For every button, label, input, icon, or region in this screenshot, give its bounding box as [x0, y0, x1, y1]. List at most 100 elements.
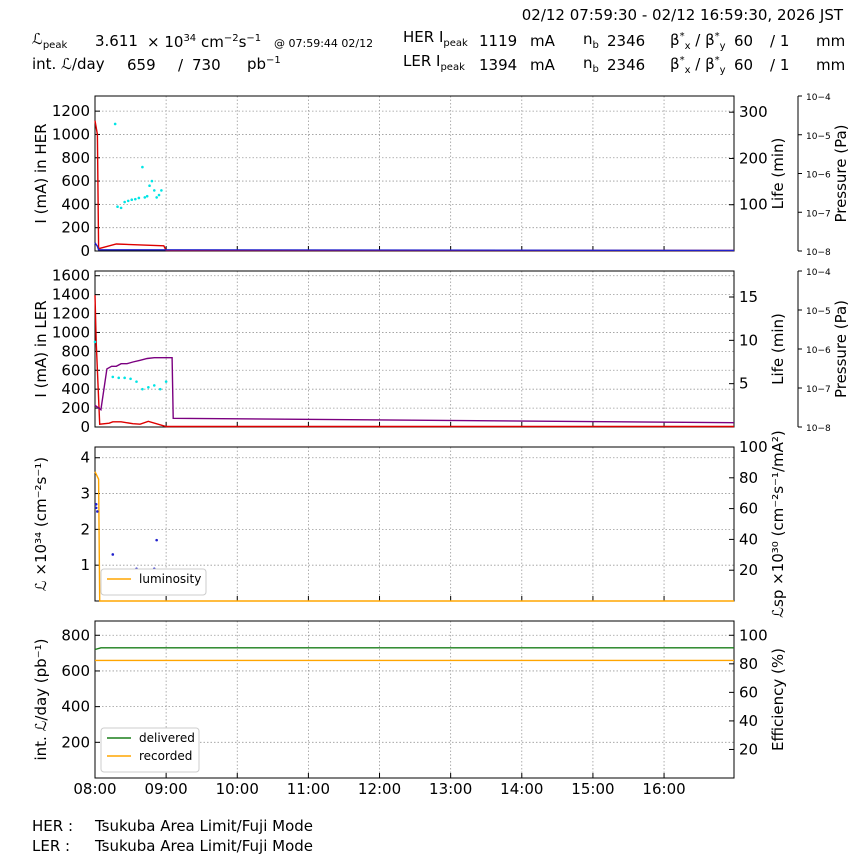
integrated-legend-label-delivered: delivered: [139, 731, 195, 745]
ler-ytick-label-600: 600: [61, 361, 90, 379]
integrated-y2tick-label-40: 40: [739, 712, 758, 730]
intl-value: 659: [127, 56, 156, 74]
her-lifetime-point-13: [152, 189, 156, 192]
ler-lifetime-dots-point-10: [164, 380, 168, 383]
ler-ipeak-label: LER Ipeak: [403, 52, 465, 73]
x-tick-label-1500: 15:00: [571, 780, 614, 798]
her-lifetime-point-6: [134, 197, 137, 201]
x-tick-label-1100: 11:00: [287, 780, 330, 798]
luminosity-ytick-label-4: 4: [80, 449, 90, 467]
luminosity-legend-box: [100, 568, 207, 596]
ler-nb-label: nb: [583, 54, 599, 75]
luminosity-y2tick-label-60: 60: [739, 500, 758, 518]
her-ytick-label-400: 400: [61, 195, 90, 213]
her-lifetime-point-15: [157, 193, 161, 197]
ler-ylabel: I (mA) in LER: [32, 300, 50, 397]
luminosity-y2tick-label-20: 20: [739, 561, 758, 579]
ler-lifetime-dots-point-9: [158, 387, 162, 391]
ler-pressure-tick-label-4: 10−4: [806, 268, 831, 278]
luminosity-specific-dots-point-12: [155, 538, 158, 542]
integrated-legend-label-recorded: recorded: [139, 749, 192, 763]
ler-lifetime-dots-point-4: [129, 377, 132, 381]
ler-ytick-label-1000: 1000: [52, 323, 90, 341]
luminosity-ylabel: ℒ ×10³⁴ (cm⁻²s⁻¹): [32, 457, 50, 591]
ler-beta-label: β*x / β*y: [670, 55, 726, 76]
ler-beta-ratio: / 1: [770, 56, 790, 74]
intl-unit: pb−1: [247, 55, 281, 73]
her-pressure-tick-label-4: 10−4: [806, 93, 831, 103]
x-tick-label-0900: 09:00: [145, 780, 188, 798]
ler-pressure-label: Pressure (Pa): [832, 300, 850, 398]
her-beta-ratio: / 1: [770, 32, 790, 50]
luminosity-series-luminosity: [94, 471, 734, 602]
her-nb-label: nb: [583, 30, 599, 51]
ler-ytick-label-1600: 1600: [52, 267, 90, 285]
integrated-y2tick-label-20: 20: [739, 740, 758, 758]
luminosity-y2tick-label-40: 40: [739, 530, 758, 548]
intl-label: int. ℒ/day: [32, 55, 105, 73]
ler-lifetime-dots-point-3: [123, 376, 126, 380]
ler-pressure-tick-label-0: 10−8: [806, 424, 831, 434]
her-lifetime-point-14: [155, 196, 158, 199]
her-lifetime-point-7: [137, 196, 141, 200]
her-y2tick-label-100: 100: [739, 196, 768, 214]
intl-max: 730: [192, 56, 221, 74]
x-tick-label-1400: 14:00: [500, 780, 543, 798]
lpeak-time: @ 07:59:44 02/12: [274, 37, 374, 50]
ler-ipeak-unit: mA: [530, 56, 555, 74]
footer-ler-key: LER :: [32, 837, 71, 855]
luminosity-ytick-label-2: 2: [80, 520, 90, 538]
footer-her-key: HER :: [32, 817, 74, 835]
her-lifetime-point-10: [145, 194, 149, 198]
luminosity-specific-dots-point-1: [94, 503, 98, 506]
lpeak-unit: × 1034 cm−2s−1: [147, 33, 262, 51]
her-nb-value: 2346: [607, 32, 646, 50]
her-ytick-label-800: 800: [61, 149, 90, 167]
her-series-current: [94, 120, 734, 252]
ler-series-current: [94, 295, 734, 428]
her-lifetime-point-9: [143, 196, 147, 199]
her-ytick-label-200: 200: [61, 219, 90, 237]
her-pressure-tick-label-0: 10−8: [806, 248, 831, 258]
integrated-ytick-label-400: 400: [61, 698, 90, 716]
ler-beta-unit: mm: [816, 56, 846, 74]
her-lifetime-point-5: [130, 198, 134, 202]
integrated-ytick-label-200: 200: [61, 733, 90, 751]
x-tick-label-1000: 10:00: [216, 780, 259, 798]
luminosity-ytick-label-1: 1: [80, 556, 90, 574]
lpeak-label: ℒpeak: [32, 30, 68, 51]
x-tick-label-1300: 13:00: [429, 780, 472, 798]
ler-lifetime-dots-point-7: [147, 385, 150, 389]
luminosity-legend-label-luminosity: luminosity: [139, 572, 201, 586]
her-lifetime-point-11: [148, 184, 151, 188]
integrated-legend-box: [100, 727, 200, 773]
luminosity-y2tick-label-100: 100: [739, 438, 768, 456]
her-ipeak-label: HER Ipeak: [403, 28, 468, 49]
luminosity-specific-dots-point-2: [96, 510, 99, 513]
her-lifetime-point-8: [141, 165, 144, 169]
lpeak-value: 3.611: [95, 32, 138, 50]
her-ytick-label-0: 0: [80, 242, 90, 260]
footer-ler-mode: Tsukuba Area Limit/Fuji Mode: [95, 837, 314, 855]
her-lifetime-point-2: [119, 206, 123, 210]
integrated-y2tick-label-60: 60: [739, 683, 758, 701]
her-lifetime-point-16: [160, 189, 163, 192]
integrated-frame: [94, 620, 735, 779]
her-y2label: Life (min): [769, 138, 787, 210]
her-ipeak-unit: mA: [530, 32, 555, 50]
integrated-ytick-label-600: 600: [61, 662, 90, 680]
her-beta-unit: mm: [816, 32, 846, 50]
ler-lifetime-dots-point-1: [111, 375, 115, 379]
ler-ytick-label-200: 200: [61, 399, 90, 417]
ler-pressure-tick-label-2: 10−6: [806, 346, 831, 356]
ler-ytick-label-800: 800: [61, 342, 90, 360]
ler-lifetime-dots-point-5: [135, 380, 138, 383]
x-tick-label-0800: 08:00: [73, 780, 116, 798]
ler-y2tick-label-5: 5: [739, 375, 749, 393]
her-ipeak-value: 1119: [479, 32, 518, 50]
footer-her-mode: Tsukuba Area Limit/Fuji Mode: [95, 817, 314, 835]
ler-lifetime-dots-point-6: [141, 387, 144, 391]
her-series-current-low: [94, 242, 735, 252]
luminosity-y2label: ℒsp ×10³⁰ (cm⁻²s⁻¹/mA²): [769, 430, 787, 618]
